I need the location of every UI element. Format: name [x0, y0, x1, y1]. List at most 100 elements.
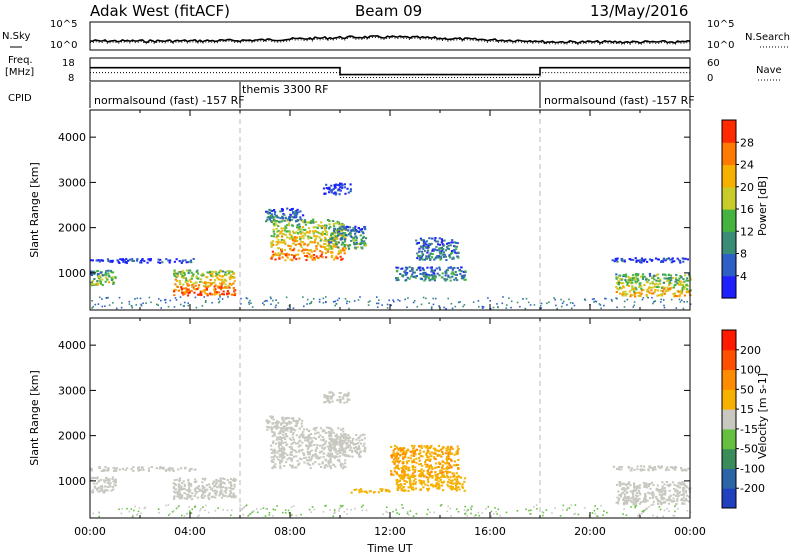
x-tick-label: 08:00	[274, 525, 306, 538]
scatter-region	[90, 269, 117, 287]
noise-panel: N.Sky 10^5 10^0 10^5 10^0 N.Search	[2, 19, 790, 51]
beam-label: Beam 09	[355, 2, 422, 20]
colorbar-tick-label: 24	[740, 159, 754, 172]
colorbar-tick-label: 28	[740, 136, 754, 149]
colorbar-swatch	[722, 428, 736, 450]
scatter-region	[265, 207, 305, 223]
colorbar-tick-label: -50	[740, 443, 758, 456]
colorbar-tick-label: -15	[740, 423, 758, 436]
ground-scatter	[91, 296, 692, 310]
scatter-region	[322, 182, 352, 196]
colorbar-swatch	[722, 409, 736, 430]
scatter-region	[611, 257, 689, 264]
scatter-region	[328, 225, 368, 250]
colorbar-tick-label: 8	[740, 248, 747, 261]
scatter-region	[172, 477, 237, 501]
colorbar-tick-label: -200	[740, 482, 765, 495]
velocity-colorbar-label: Velocity [m s-1]	[756, 373, 769, 459]
scatter-region	[328, 433, 367, 458]
freq-label: Freq.	[8, 55, 33, 66]
noise-tick-top-left: 10^5	[50, 19, 77, 30]
y-tick-label: 2000	[58, 222, 86, 235]
y-tick-label: 1000	[58, 267, 86, 280]
cpid-segment-label: normalsound (fast) -157 RF	[94, 94, 245, 107]
colorbar-swatch	[722, 253, 736, 277]
power-colorbar-label: Power [dB]	[756, 176, 769, 236]
colorbar-tick-label: 100	[740, 364, 761, 377]
velocity-ylabel: Slant Range [km]	[28, 370, 41, 466]
y-tick-label: 2000	[58, 430, 86, 443]
colorbar-tick-label: 4	[740, 270, 747, 283]
nave-tick-top: 60	[707, 58, 720, 69]
colorbar-swatch	[722, 209, 736, 232]
scatter-region	[323, 391, 351, 404]
scatter-region	[395, 266, 467, 282]
time-xlabel: Time UT	[366, 542, 412, 554]
colorbar-tick-label: 15	[740, 403, 754, 416]
colorbar-swatch	[722, 186, 736, 210]
scatter-region	[90, 466, 197, 472]
ground-scatter	[92, 504, 692, 518]
noise-search-line	[89, 36, 691, 46]
scatter-region	[612, 465, 690, 472]
power-ylabel: Slant Range [km]	[28, 162, 41, 258]
noise-sky-line	[89, 34, 691, 45]
colorbar-swatch	[722, 468, 736, 489]
nave-tick-bottom: 0	[707, 73, 713, 84]
noise-tick-top-right: 10^5	[707, 19, 734, 30]
colorbar-swatch	[722, 120, 736, 143]
colorbar-swatch	[722, 488, 736, 509]
frequency-line	[90, 66, 690, 76]
scatter-region	[415, 237, 460, 261]
y-tick-label: 3000	[58, 176, 86, 189]
colorbar-swatch	[722, 448, 736, 469]
colorbar-tick-label: -100	[740, 462, 765, 475]
x-tick-label: 20:00	[574, 525, 606, 538]
cpid-label: CPID	[8, 93, 32, 104]
power-panel: 1000 2000 3000 4000 Slant Range [km]	[28, 109, 692, 311]
freq-tick-bottom: 8	[68, 73, 74, 84]
scatter-region	[350, 488, 391, 494]
scatter-region	[173, 269, 237, 297]
colorbar-swatch	[722, 275, 736, 299]
x-tick-label: 16:00	[474, 525, 506, 538]
noise-tick-bottom-right: 10^0	[707, 40, 734, 51]
x-tick-label: 04:00	[174, 525, 206, 538]
colorbar-swatch	[722, 389, 736, 410]
colorbar-tick-label: 20	[740, 181, 754, 194]
colorbar-swatch	[722, 142, 736, 166]
y-tick-label: 4000	[58, 131, 86, 144]
colorbar-tick-label: 16	[740, 203, 754, 216]
scatter-region	[265, 415, 304, 431]
x-tick-label: 00:00	[74, 525, 106, 538]
freq-unit-label: [MHz]	[5, 67, 34, 78]
colorbar-tick-label: 12	[740, 225, 754, 238]
scatter-region	[270, 218, 348, 262]
colorbar-tick-label: 50	[740, 383, 754, 396]
nave-line	[90, 72, 690, 79]
colorbar-swatch	[722, 349, 736, 371]
y-tick-label: 1000	[58, 475, 86, 488]
scatter-region	[615, 481, 692, 506]
y-tick-label: 4000	[58, 339, 86, 352]
nsearch-label: N.Search	[745, 32, 790, 43]
scatter-region	[395, 474, 467, 492]
velocity-panel: 1000 2000 3000 4000 00:00 04:00 08:00 12:00 16:0…	[28, 317, 706, 555]
cpid-segment-label: normalsound (fast) -157 RF	[544, 94, 695, 107]
nsky-label: N.Sky	[2, 31, 30, 42]
nave-label: Nave	[756, 65, 782, 76]
colorbar-swatch	[722, 231, 736, 255]
x-tick-label: 00:00	[674, 525, 706, 538]
scatter-region	[390, 444, 460, 479]
colorbar-tick-label: 200	[740, 344, 761, 357]
x-tick-label: 12:00	[374, 525, 406, 538]
velocity-colorbar: 200 100 50 15 -15 -50 -100 -200	[721, 329, 765, 509]
cpid-segment-label: themis 3300 RF	[242, 83, 329, 96]
radar-title: Adak West (fitACF)	[90, 2, 230, 20]
colorbar-swatch	[722, 330, 736, 351]
y-tick-label: 3000	[58, 384, 86, 397]
colorbar-swatch	[722, 369, 736, 390]
power-colorbar: 4 8 12 16 20 24 28	[721, 119, 754, 299]
